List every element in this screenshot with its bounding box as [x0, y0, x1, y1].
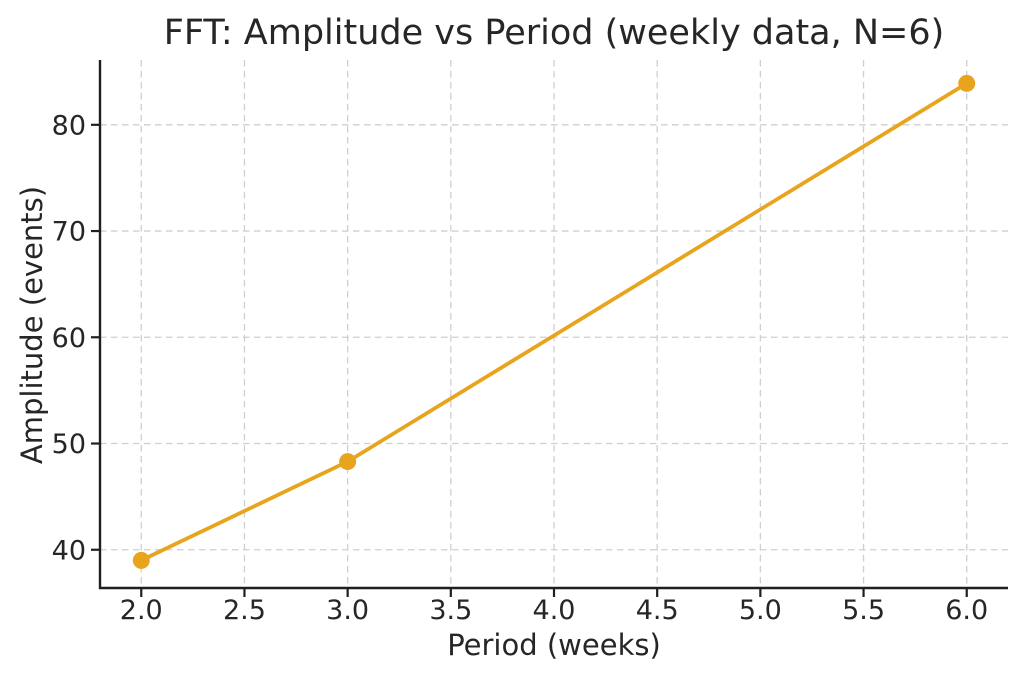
y-tick-label: 70	[52, 217, 86, 248]
y-axis-label: Amplitude (events)	[15, 186, 49, 464]
chart-title: FFT: Amplitude vs Period (weekly data, N…	[164, 13, 945, 53]
y-tick-label: 60	[52, 323, 86, 354]
y-tick-label: 50	[52, 429, 86, 460]
data-point	[132, 551, 150, 569]
data-point	[958, 74, 976, 92]
y-tick-label: 80	[52, 110, 86, 141]
x-axis-label: Period (weeks)	[447, 628, 661, 662]
tick-labels: 2.0 2.5 3.0 3.5 4.0 4.5 5.0 5.5 6.0 40 50 60 70 80	[52, 110, 989, 626]
amplitude-line	[139, 81, 969, 563]
y-tick-label: 40	[52, 535, 86, 566]
x-tick-label: 3.5	[429, 595, 472, 626]
axes	[91, 60, 1008, 597]
x-tick-label: 4.0	[533, 595, 576, 626]
x-tick-label: 6.0	[945, 595, 988, 626]
x-tick-label: 2.5	[223, 595, 266, 626]
x-tick-label: 3.0	[326, 595, 369, 626]
x-tick-label: 5.5	[842, 595, 885, 626]
x-tick-label: 5.0	[739, 595, 782, 626]
x-tick-label: 4.5	[636, 595, 679, 626]
x-tick-label: 2.0	[120, 595, 163, 626]
data-point	[339, 453, 357, 471]
amplitude-line-series	[132, 74, 976, 569]
